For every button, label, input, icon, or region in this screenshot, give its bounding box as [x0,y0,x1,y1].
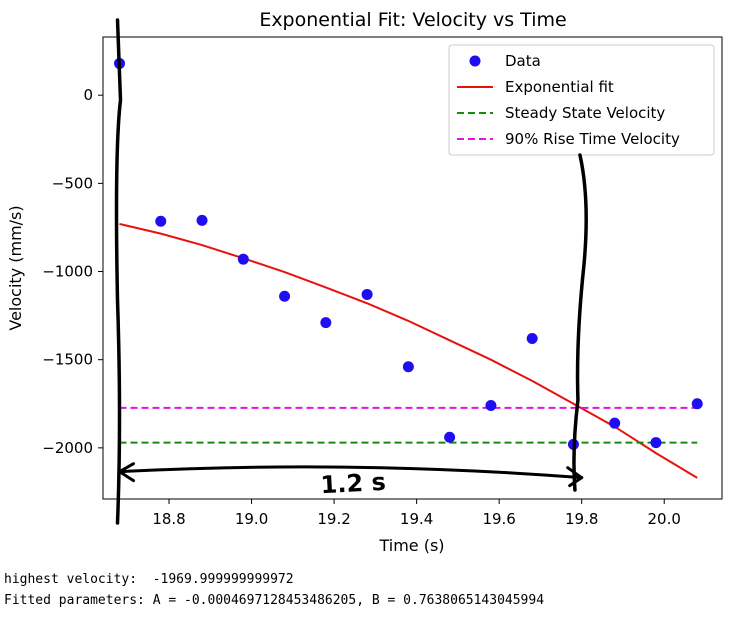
legend-label: Steady State Velocity [505,104,665,122]
y-tick-label: 0 [83,86,93,104]
right-vertical-mark [572,153,588,492]
data-point [237,253,249,265]
data-point [526,333,538,345]
data-point [691,398,703,410]
data-point [650,437,662,449]
data-point [155,215,167,227]
data-point [402,361,414,373]
console-output-fitted-parameters: Fitted parameters: A = -0.00046971284534… [4,593,545,608]
y-tick-label: −1500 [42,351,93,369]
legend: Data Exponential fit Steady State Velocity… [448,44,715,156]
chart-title: Exponential Fit: Velocity vs Time [259,9,566,31]
data-point [320,317,332,329]
x-tick-label: 19.4 [400,510,433,528]
data-point [196,214,208,226]
plot-area [114,57,703,479]
x-tick-label: 18.8 [152,510,185,528]
plot-frame [102,36,723,500]
legend-label: Data [505,52,541,70]
left-vertical-mark [114,18,123,525]
fit-line [119,222,698,479]
y-tick-label: −500 [52,174,93,192]
x-tick-label: 19.6 [482,510,515,528]
y-tick-label: −2000 [42,439,93,457]
axes: 18.8 19.0 19.2 19.4 19.6 19.8 20.0 0 −500 −1000 −1… [42,86,681,528]
handwritten-label: 1.2 s [320,468,387,499]
x-tick-label: 19.2 [317,510,350,528]
data-point [444,431,456,443]
legend-label: 90% Rise Time Velocity [505,130,680,148]
x-tick-label: 19.8 [565,510,598,528]
chart: Exponential Fit: Velocity vs Time 18.8 19… [6,9,723,555]
x-axis-label: Time (s) [378,536,444,555]
bracket-arrow-left [118,462,136,483]
legend-marker [469,55,481,67]
span-bracket [118,465,584,480]
x-tick-label: 19.0 [235,510,268,528]
x-tick-label: 20.0 [648,510,681,528]
data-point [485,400,497,412]
legend-label: Exponential fit [505,78,614,96]
y-tick-label: −1000 [42,263,93,281]
data-point [609,417,621,429]
data-point [361,288,373,300]
y-axis-label: Velocity (mm/s) [6,205,25,330]
bracket-arrow-right [566,466,584,488]
console-output-highest-velocity: highest velocity: -1969.999999999972 [4,572,294,587]
data-point [279,290,291,302]
handwritten-annotation: 1.2 s [114,18,588,525]
